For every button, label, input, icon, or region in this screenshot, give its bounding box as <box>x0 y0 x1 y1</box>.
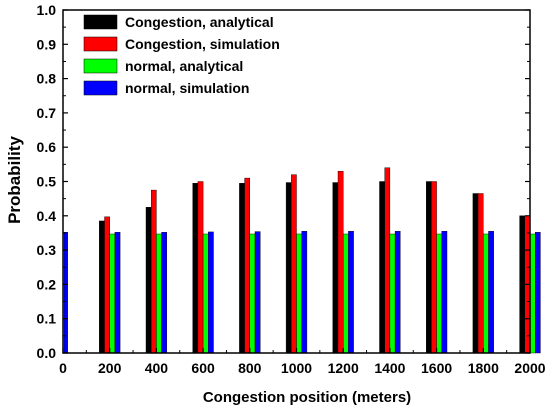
bar-normal-analytical-800 <box>249 233 256 354</box>
bar-congestion-analytical-600 <box>192 183 199 354</box>
y-tick-label-0.8: 0.8 <box>37 71 57 87</box>
y-tick-label-0.3: 0.3 <box>37 242 57 258</box>
bar-normal-analytical-1200 <box>343 233 349 354</box>
bar-normal-simulation-1600 <box>441 231 448 354</box>
bar-congestion-simulation-800 <box>244 177 251 354</box>
x-tick-label-1600: 1600 <box>421 360 452 376</box>
legend-swatch-congestion-simulation <box>83 36 118 52</box>
y-tick-label-0.7: 0.7 <box>37 105 57 121</box>
y-tick-label-0.6: 0.6 <box>37 139 57 155</box>
bar-normal-simulation-400 <box>161 232 168 354</box>
bar-congestion-simulation-1800 <box>477 193 484 354</box>
bar-normal-analytical-1000 <box>296 233 302 354</box>
y-tick-label-1.0: 1.0 <box>37 2 57 18</box>
bar-congestion-analytical-1800 <box>472 193 479 354</box>
bar-congestion-simulation-1200 <box>337 171 344 354</box>
bar-normal-analytical-1800 <box>483 233 489 354</box>
bar-congestion-analytical-400 <box>145 207 152 354</box>
bar-congestion-analytical-1200 <box>332 182 339 354</box>
x-tick-label-2000: 2000 <box>514 360 545 376</box>
legend-swatch-normal-analytical <box>83 58 118 74</box>
bar-congestion-simulation-600 <box>197 181 204 354</box>
x-tick-label-0: 0 <box>59 360 67 376</box>
x-tick-label-1200: 1200 <box>328 360 359 376</box>
bar-normal-analytical-600 <box>202 233 209 354</box>
bar-normal-simulation-1400 <box>394 231 401 354</box>
legend-swatch-congestion-analytical <box>83 14 118 30</box>
bar-congestion-simulation-1000 <box>291 174 297 354</box>
bar-congestion-analytical-1000 <box>285 182 292 354</box>
bar-normal-simulation-600 <box>208 231 214 354</box>
x-tick-label-600: 600 <box>191 360 215 376</box>
bar-congestion-analytical-1400 <box>379 181 385 354</box>
bar-congestion-analytical-1600 <box>426 181 432 354</box>
x-tick-label-400: 400 <box>145 360 169 376</box>
legend-label-normal-simulation: normal, simulation <box>125 80 249 96</box>
y-tick-label-0.9: 0.9 <box>37 36 57 52</box>
legend-label-congestion-simulation: Congestion, simulation <box>125 36 280 52</box>
bar-congestion-analytical-2000 <box>519 215 525 354</box>
axes-layer: 0 200 400 600 800 1000 1200 1400 1600 1800 2000 0.0… <box>37 2 546 376</box>
y-tick-label-0.0: 0.0 <box>37 345 57 361</box>
bar-normal-simulation-2000 <box>535 232 541 354</box>
bar-congestion-analytical-200 <box>99 220 105 354</box>
y-tick-label-0.2: 0.2 <box>37 276 57 292</box>
bar-normal-analytical-1600 <box>436 233 443 354</box>
bar-normal-simulation-800 <box>254 231 261 354</box>
bar-congestion-simulation-200 <box>104 216 110 354</box>
bar-normal-simulation-200 <box>114 232 121 354</box>
bar-congestion-simulation-400 <box>150 189 157 354</box>
y-tick-label-0.4: 0.4 <box>37 208 57 224</box>
y-tick-label-0.1: 0.1 <box>37 311 57 327</box>
bar-normal-analytical-2000 <box>529 233 536 354</box>
bars-layer <box>63 167 541 354</box>
x-tick-label-1000: 1000 <box>281 360 312 376</box>
bar-normal-analytical-400 <box>156 233 162 354</box>
bar-normal-simulation-1000 <box>301 231 308 354</box>
bar-normal-simulation-1200 <box>348 231 354 354</box>
bar-normal-simulation-1800 <box>488 231 494 354</box>
bar-congestion-simulation-1400 <box>384 167 391 354</box>
bar-congestion-simulation-1600 <box>431 181 437 354</box>
x-tick-label-1400: 1400 <box>374 360 405 376</box>
x-tick-label-200: 200 <box>98 360 122 376</box>
legend-label-congestion-analytical: Congestion, analytical <box>125 14 274 30</box>
x-axis-label: Congestion position (meters) <box>203 389 411 406</box>
legend-label-normal-analytical: normal, analytical <box>125 58 243 74</box>
legend-swatch-normal-simulation <box>83 80 118 96</box>
bar-normal-analytical-200 <box>109 233 116 354</box>
x-tick-label-800: 800 <box>238 360 262 376</box>
bar-normal-analytical-1400 <box>389 233 396 354</box>
bar-congestion-analytical-800 <box>239 183 245 354</box>
x-tick-label-1800: 1800 <box>468 360 499 376</box>
y-tick-label-0.5: 0.5 <box>37 174 57 190</box>
y-axis-label: Probability <box>5 136 24 224</box>
legend: Congestion, analytical Congestion, simula… <box>83 14 280 96</box>
